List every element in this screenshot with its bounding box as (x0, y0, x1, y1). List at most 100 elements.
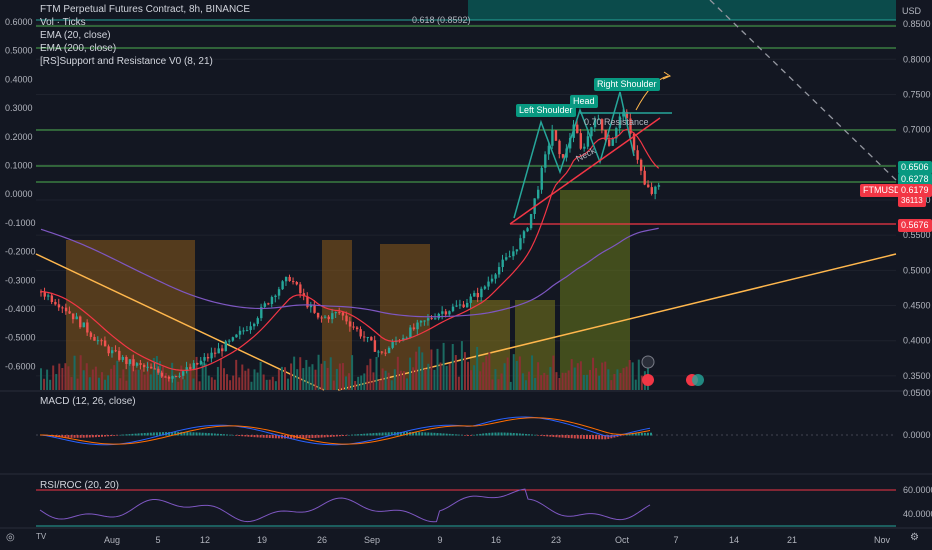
volume-bar (592, 357, 595, 390)
macd-histogram-bar (238, 435, 241, 436)
zone-6 (560, 190, 630, 390)
macd-histogram-bar (149, 432, 152, 436)
macd-histogram-bar (235, 435, 238, 436)
macd-histogram-bar (82, 435, 85, 438)
volume-bar (189, 365, 192, 390)
candle (508, 256, 511, 258)
countdown-tag: 36113 (898, 194, 926, 207)
left-axis-label-5: 0.1000 (5, 161, 33, 171)
volume-bar (314, 369, 317, 390)
macd-histogram-bar (512, 433, 515, 436)
macd-histogram-bar (421, 432, 424, 436)
volume-bar (271, 376, 274, 390)
volume-bar (451, 344, 454, 390)
right-axis-label-9: 0.4000 (903, 336, 931, 346)
volume-bar (579, 361, 582, 390)
volume-bar (61, 368, 64, 390)
candle (480, 288, 483, 298)
volume-bar (64, 363, 67, 390)
macd-histogram-bar (585, 435, 588, 439)
volume-bar (326, 367, 329, 390)
candle (618, 116, 622, 129)
candle (423, 320, 426, 322)
volume-bar (183, 379, 186, 390)
candle (189, 367, 192, 369)
volume-bar (634, 379, 637, 390)
macd-histogram-bar (363, 433, 366, 436)
x-axis-label-6: 9 (437, 535, 442, 545)
volume-bar (415, 351, 418, 390)
macd-histogram-bar (549, 435, 552, 437)
macd-histogram-bar (430, 432, 433, 436)
volume-bar (540, 375, 543, 390)
candle (111, 350, 114, 354)
volume-bar (531, 355, 534, 390)
volume-bar (351, 355, 354, 390)
volume-bar (43, 378, 46, 390)
candle (57, 304, 61, 308)
legend-vol[interactable]: Vol · Ticks (40, 17, 86, 28)
candle (47, 295, 50, 297)
candle (419, 320, 423, 323)
macd-histogram-bar (613, 435, 616, 438)
macd-histogram-bar (576, 435, 579, 439)
candle (444, 311, 448, 315)
macd-histogram-bar (448, 433, 451, 436)
volume-bar (101, 372, 103, 390)
flash-event-icon (641, 355, 655, 369)
right-axis-label-7: 0.5000 (903, 265, 931, 275)
volume-bar (585, 374, 588, 390)
candle (107, 346, 110, 354)
volume-bar (381, 368, 384, 390)
candle (231, 337, 235, 341)
macd-histogram-bar (256, 435, 259, 438)
candle (295, 282, 298, 285)
candle (490, 278, 494, 282)
macd-histogram-bar (467, 435, 469, 436)
candle (497, 267, 501, 275)
volume-bar (149, 374, 152, 390)
macd-histogram-bar (485, 433, 488, 436)
candle (441, 311, 444, 314)
legend-ema200[interactable]: EMA (200, close) (40, 43, 117, 54)
volume-bar (354, 381, 357, 390)
projection-arrowhead (662, 71, 672, 80)
macd-histogram-bar (463, 435, 466, 436)
rsi-legend[interactable]: RSI/ROC (20, 20) (40, 480, 119, 491)
macd-histogram-bar (302, 435, 305, 439)
x-axis-label-0: Aug (104, 535, 120, 545)
volume-bar (55, 374, 58, 390)
legend-sr[interactable]: [RS]Support and Resistance V0 (8, 21) (40, 56, 213, 67)
volume-bar (442, 342, 445, 390)
volume-bar (348, 373, 351, 390)
volume-bar (494, 369, 497, 390)
macd-histogram-bar (183, 432, 186, 436)
candle (359, 329, 362, 337)
volume-bar (604, 361, 607, 390)
macd-histogram-bar (619, 435, 622, 437)
macd-histogram-bar (366, 433, 369, 436)
macd-histogram-bar (488, 432, 491, 436)
candle (153, 368, 156, 370)
settings-icon[interactable]: ⚙ (910, 532, 919, 543)
candle (235, 334, 238, 338)
volume-bar (128, 362, 131, 390)
currency-label[interactable]: USD (902, 6, 922, 16)
volume-bar (195, 356, 198, 390)
globe-icon[interactable]: ◎ (6, 532, 15, 543)
candle (597, 119, 600, 121)
volume-bar (528, 371, 530, 390)
candle (320, 317, 323, 319)
macd-histogram-bar (247, 435, 250, 437)
volume-bar (116, 360, 119, 390)
macd-histogram-bar (561, 435, 564, 438)
legend-ema20[interactable]: EMA (20, close) (40, 30, 111, 41)
macd-legend[interactable]: MACD (12, 26, close) (40, 396, 136, 407)
candle (327, 316, 330, 320)
volume-bar (470, 370, 473, 390)
volume-bar (375, 356, 378, 390)
fib-band (468, 0, 896, 20)
right-axis-label-6: 0.5500 (903, 230, 931, 240)
volume-bar (250, 381, 253, 390)
